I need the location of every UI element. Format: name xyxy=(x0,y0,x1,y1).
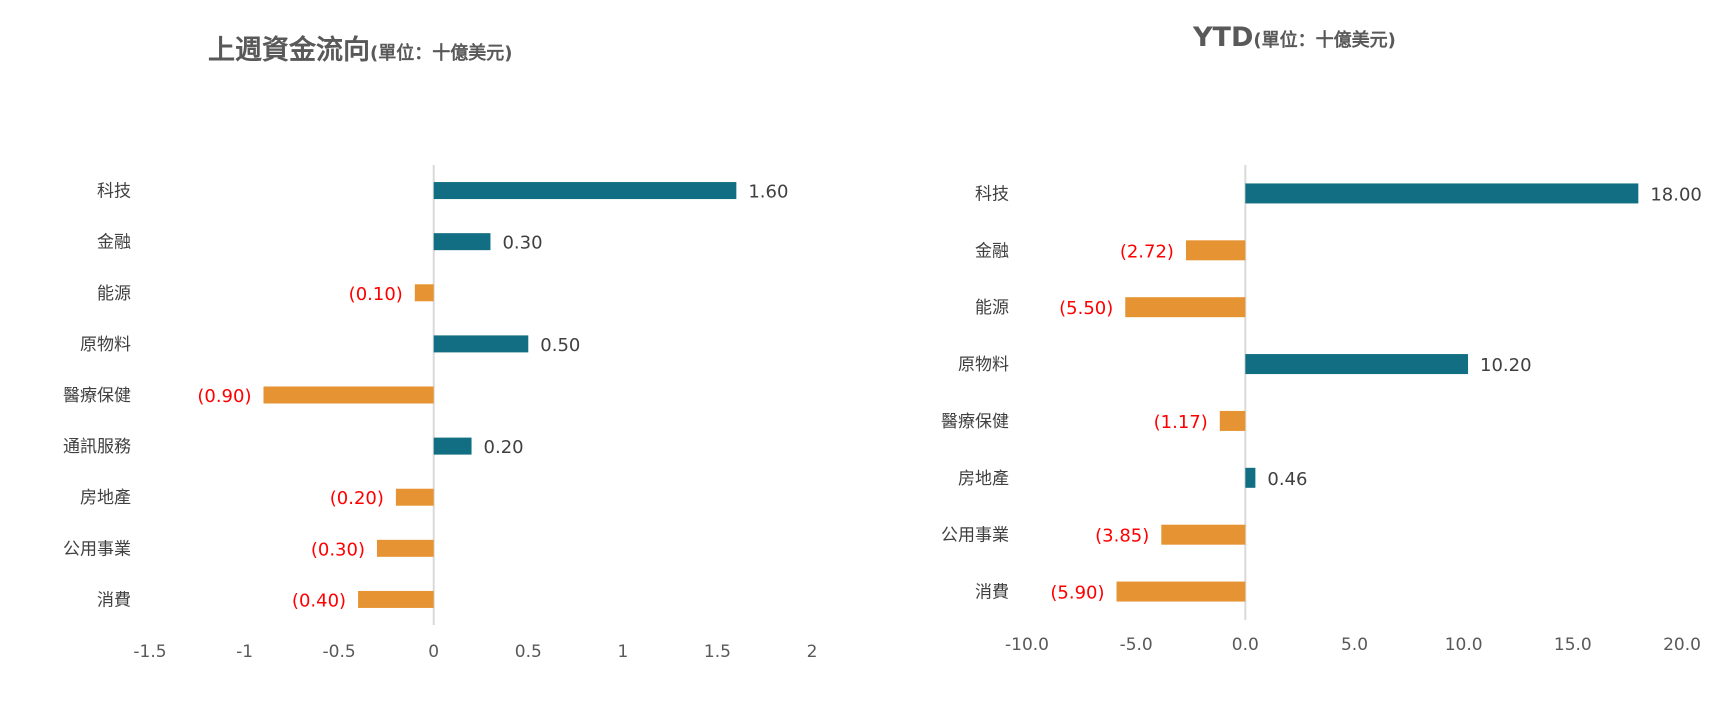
x-tick-label: -1 xyxy=(236,642,253,662)
chart-title-unit: (單位：十億美元) xyxy=(1253,30,1396,51)
category-label: 房地產 xyxy=(958,469,1009,489)
data-label: (0.30) xyxy=(311,539,365,560)
bar xyxy=(1245,467,1256,488)
x-tick-label: -0.5 xyxy=(323,642,356,662)
category-label: 能源 xyxy=(97,284,131,304)
ytd-flow-plot: 科技 18.00 金融 (2.72) 能源 (5.50) 原物料 10.20 醫療保健 (1.17… xyxy=(941,165,1702,655)
data-label: (3.85) xyxy=(1095,526,1149,547)
data-label: 0.20 xyxy=(484,437,524,458)
bar xyxy=(433,182,737,200)
bar xyxy=(433,335,529,353)
data-label: (0.40) xyxy=(292,590,346,611)
x-tick-label: 5.0 xyxy=(1341,635,1368,655)
x-tick-label: -1.5 xyxy=(133,642,166,662)
bar xyxy=(395,488,434,506)
x-tick-label: 0 xyxy=(428,642,439,662)
category-label: 公用事業 xyxy=(941,526,1009,546)
data-label: (2.72) xyxy=(1120,241,1174,262)
chart-title-main: 上週資金流向 xyxy=(208,35,370,66)
data-label: (1.17) xyxy=(1154,412,1208,433)
x-tick-label: 2 xyxy=(807,642,818,662)
category-label: 消費 xyxy=(97,590,131,610)
x-tick-label: 0.0 xyxy=(1232,635,1259,655)
x-tick-label: 20.0 xyxy=(1663,635,1701,655)
ytd-flow-chart: YTD(單位：十億美元) 科技 18.00 金融 (2.72) 能源 (5.50) 原物料 1… xyxy=(860,0,1724,714)
x-tick-label: 1.5 xyxy=(704,642,731,662)
category-label: 能源 xyxy=(975,298,1009,318)
data-label: 0.46 xyxy=(1267,469,1307,490)
bar xyxy=(1125,297,1246,318)
data-label: (0.90) xyxy=(197,386,251,407)
category-label: 科技 xyxy=(97,182,131,202)
bar xyxy=(1185,240,1246,261)
category-label: 金融 xyxy=(97,233,131,253)
data-label: (5.50) xyxy=(1059,298,1113,319)
category-label: 消費 xyxy=(975,583,1009,603)
category-label: 醫療保健 xyxy=(941,412,1009,432)
category-label: 科技 xyxy=(975,184,1009,204)
category-label: 通訊服務 xyxy=(63,437,131,457)
x-tick-label: -10.0 xyxy=(1005,635,1049,655)
category-label: 房地產 xyxy=(80,488,131,508)
bar xyxy=(1161,524,1246,545)
chart-title-unit: (單位：十億美元) xyxy=(370,43,513,64)
bar xyxy=(1219,410,1246,431)
bar xyxy=(1116,581,1246,602)
bar xyxy=(263,386,434,404)
x-tick-label: 10.0 xyxy=(1445,635,1483,655)
data-label: 10.20 xyxy=(1480,355,1532,376)
x-tick-label: -5.0 xyxy=(1120,635,1153,655)
bar xyxy=(376,539,434,557)
bar xyxy=(1245,354,1469,375)
data-label: (0.10) xyxy=(349,284,403,305)
data-label: 1.60 xyxy=(748,182,788,203)
chart-title-main: YTD xyxy=(1193,22,1254,53)
bar xyxy=(1245,183,1639,204)
weekly-flow-chart: 上週資金流向(單位：十億美元) 科技 1.60 金融 0.30 能源 (0.10) 原物料 0… xyxy=(0,0,860,714)
data-label: 0.50 xyxy=(540,335,580,356)
data-label: 0.30 xyxy=(502,233,542,254)
category-label: 公用事業 xyxy=(63,539,131,559)
bar xyxy=(358,590,434,608)
data-label: 18.00 xyxy=(1650,184,1702,205)
data-label: (5.90) xyxy=(1050,583,1104,604)
bar xyxy=(414,284,434,302)
category-label: 原物料 xyxy=(80,335,131,355)
weekly-flow-chart-title: 上週資金流向(單位：十億美元) xyxy=(208,28,512,67)
category-label: 原物料 xyxy=(958,355,1009,375)
category-label: 金融 xyxy=(975,241,1009,261)
data-label: (0.20) xyxy=(330,488,384,509)
bar xyxy=(433,233,491,251)
x-tick-label: 1 xyxy=(617,642,628,662)
ytd-flow-chart-title: YTD(單位：十億美元) xyxy=(1193,22,1396,53)
category-label: 醫療保健 xyxy=(63,386,131,406)
x-tick-label: 0.5 xyxy=(515,642,542,662)
bar xyxy=(433,437,472,455)
x-tick-label: 15.0 xyxy=(1554,635,1592,655)
